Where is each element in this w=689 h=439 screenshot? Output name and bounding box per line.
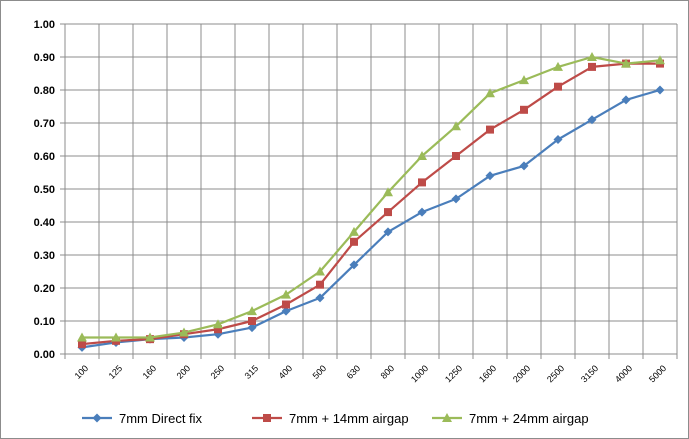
data-point-square xyxy=(452,152,460,160)
data-point-square xyxy=(282,301,290,309)
legend: 7mm Direct fix 7mm + 14mm airgap 7mm + 24m… xyxy=(82,411,589,426)
y-tick-label: 0.60 xyxy=(34,151,55,163)
data-point-square xyxy=(350,238,358,246)
data-point-square xyxy=(486,126,494,134)
y-tick-label: 0.80 xyxy=(34,85,55,97)
x-tick-label: 1000 xyxy=(409,363,430,384)
x-tick-label: 500 xyxy=(311,363,329,381)
data-point-diamond xyxy=(93,414,102,423)
x-tick-label: 125 xyxy=(107,363,125,381)
x-tick-label: 630 xyxy=(345,363,363,381)
legend-item: 7mm Direct fix xyxy=(82,411,203,426)
x-tick-label: 2500 xyxy=(545,363,566,384)
data-point-diamond xyxy=(622,95,631,104)
legend-item: 7mm + 24mm airgap xyxy=(432,411,589,426)
legend-label: 7mm + 14mm airgap xyxy=(289,411,409,426)
y-tick-label: 0.50 xyxy=(34,184,55,196)
grid-lines xyxy=(65,24,677,354)
data-point-square xyxy=(554,83,562,91)
y-tick-label: 0.30 xyxy=(34,250,55,262)
data-point-square xyxy=(418,178,426,186)
legend-label: 7mm Direct fix xyxy=(119,411,203,426)
x-tick-label: 2000 xyxy=(511,363,532,384)
x-tick-label: 1600 xyxy=(477,363,498,384)
legend-item: 7mm + 14mm airgap xyxy=(252,411,409,426)
data-point-square xyxy=(520,106,528,114)
y-tick-label: 1.00 xyxy=(34,19,55,31)
y-tick-label: 0.90 xyxy=(34,52,55,64)
x-tick-label: 1250 xyxy=(443,363,464,384)
data-point-square xyxy=(384,208,392,216)
x-tick-label: 200 xyxy=(175,363,193,381)
data-point-diamond xyxy=(418,208,427,217)
x-tick-label: 315 xyxy=(243,363,261,381)
x-tick-label: 250 xyxy=(209,363,227,381)
x-tick-label: 100 xyxy=(73,363,91,381)
y-tick-label: 0.70 xyxy=(34,118,55,130)
x-tick-label: 160 xyxy=(141,363,159,381)
y-tick-label: 0.40 xyxy=(34,217,55,229)
y-tick-label: 0.20 xyxy=(34,283,55,295)
y-tick-label: 0.10 xyxy=(34,316,55,328)
legend-label: 7mm + 24mm airgap xyxy=(469,411,589,426)
data-point-square xyxy=(248,317,256,325)
data-point-diamond xyxy=(656,86,665,95)
y-tick-label: 0.00 xyxy=(34,349,55,361)
x-tick-label: 5000 xyxy=(647,363,668,384)
data-point-square xyxy=(588,63,596,71)
x-tick-label: 800 xyxy=(379,363,397,381)
data-point-square xyxy=(316,281,324,289)
data-point-square xyxy=(263,414,271,422)
x-tick-label: 3150 xyxy=(579,363,600,384)
x-tick-label: 4000 xyxy=(613,363,634,384)
x-tick-label: 400 xyxy=(277,363,295,381)
